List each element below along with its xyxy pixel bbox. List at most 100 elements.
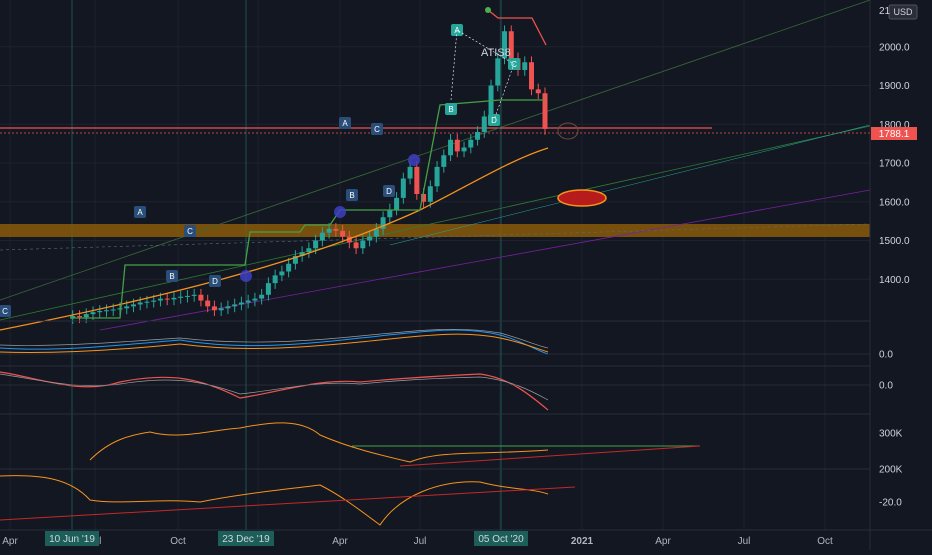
pattern-badge-label: D — [212, 277, 218, 286]
date-flag-1 — [45, 531, 99, 546]
pattern-badge — [134, 206, 146, 218]
signal-dot-1 — [240, 270, 252, 282]
candle-body — [400, 178, 406, 198]
candle-body — [353, 242, 359, 249]
volume-style-line — [89, 422, 549, 463]
candle-body — [252, 298, 258, 301]
date-flag-3-label: 05 Oct '20 — [478, 534, 524, 545]
candle-body — [468, 139, 474, 148]
indicator-panels — [0, 328, 870, 526]
pattern-badge-label: B — [448, 105, 453, 114]
x-tick-label: Jul — [414, 536, 427, 547]
candle-body — [522, 62, 528, 70]
y-tick-label: 1400.0 — [879, 275, 910, 286]
candle-body — [326, 228, 332, 233]
candle-body — [238, 302, 244, 305]
candle-body — [414, 166, 420, 194]
trend-line-2 — [0, 125, 871, 321]
trend-line-4 — [0, 223, 871, 251]
momentum-trend-line — [0, 486, 576, 521]
candle-body — [232, 304, 238, 307]
candle-body — [394, 197, 400, 210]
candle-body — [110, 309, 116, 311]
pattern-badge — [209, 275, 221, 287]
pattern-badge-label: D — [491, 116, 497, 125]
candle-body — [495, 58, 501, 86]
target-ellipse — [557, 189, 607, 207]
candle-body — [367, 236, 373, 241]
candle-body — [421, 194, 427, 202]
macd-line — [0, 329, 549, 355]
candle-body — [529, 62, 535, 90]
pattern-badge-label: B — [169, 272, 174, 281]
forecast-line — [487, 9, 547, 46]
x-tick-label: Oct — [817, 536, 833, 547]
last-price-tag-label: 1788.1 — [879, 129, 910, 140]
candle-body — [259, 294, 265, 299]
candle-body — [448, 139, 454, 156]
sub-tick-label: 0.0 — [879, 381, 893, 392]
pattern-badge — [339, 117, 351, 129]
candle-body — [245, 300, 251, 303]
candle-body — [124, 306, 130, 309]
x-tick-label: Apr — [655, 536, 671, 547]
candle-body — [211, 306, 217, 311]
candle-body — [461, 147, 467, 152]
candle-body — [184, 295, 190, 297]
candle-body — [535, 89, 541, 94]
trend-line-5 — [389, 124, 871, 246]
x-tick-label: Jul — [738, 536, 751, 547]
candle-body — [279, 271, 285, 276]
y-tick-label: 1600.0 — [879, 197, 910, 208]
candle-body — [299, 252, 305, 256]
top-price-value: 21 — [879, 6, 891, 17]
candle-body — [205, 300, 211, 307]
candle-body — [157, 298, 163, 301]
candle-body — [265, 283, 271, 295]
candle-body — [117, 308, 123, 310]
candle-body — [130, 304, 136, 307]
trend-line-1 — [0, 0, 871, 301]
candle-body — [218, 308, 224, 311]
pattern-badge-label: D — [386, 187, 392, 196]
pattern-badge — [0, 305, 11, 317]
candle-body — [164, 298, 170, 300]
candle-body — [502, 31, 508, 59]
pattern-badge — [383, 185, 395, 197]
candle-body — [340, 230, 346, 237]
sub-tick-label: 0.0 — [879, 350, 893, 361]
sub-tick-label: 200K — [879, 465, 903, 476]
supertrend-line — [70, 99, 545, 319]
candle-body — [508, 31, 514, 59]
candle-body — [191, 294, 197, 296]
candle-body — [319, 232, 325, 241]
x-tick-label: Apr — [2, 536, 18, 547]
x-tick-label: 2021 — [571, 536, 594, 547]
candle-body — [542, 93, 548, 129]
candle-body — [70, 316, 76, 318]
pattern-badge — [371, 123, 383, 135]
candle-body — [292, 256, 298, 264]
sub-tick-label: -20.0 — [879, 498, 902, 509]
candle-body — [333, 228, 339, 231]
candle-body — [427, 186, 433, 202]
date-flag-2 — [218, 531, 274, 546]
candle-body — [178, 296, 184, 298]
pattern-badge-label: C — [2, 307, 8, 316]
pattern-badge-label: A — [342, 119, 348, 128]
pattern-badge — [184, 225, 196, 237]
small-ellipse — [557, 122, 579, 140]
candle-body — [83, 314, 89, 318]
x-tick-label: Oct — [170, 536, 186, 547]
candle-body — [137, 302, 143, 305]
pattern-badge — [166, 270, 178, 282]
pattern-badge-label: C — [187, 227, 193, 236]
pattern-badge-label: B — [349, 191, 354, 200]
currency-label: USD — [893, 7, 913, 17]
currency-button[interactable] — [888, 4, 918, 20]
signal-dot-3 — [408, 154, 420, 166]
candle-body — [151, 300, 157, 302]
macd-aux-line — [0, 328, 549, 349]
candle-body — [481, 116, 487, 132]
